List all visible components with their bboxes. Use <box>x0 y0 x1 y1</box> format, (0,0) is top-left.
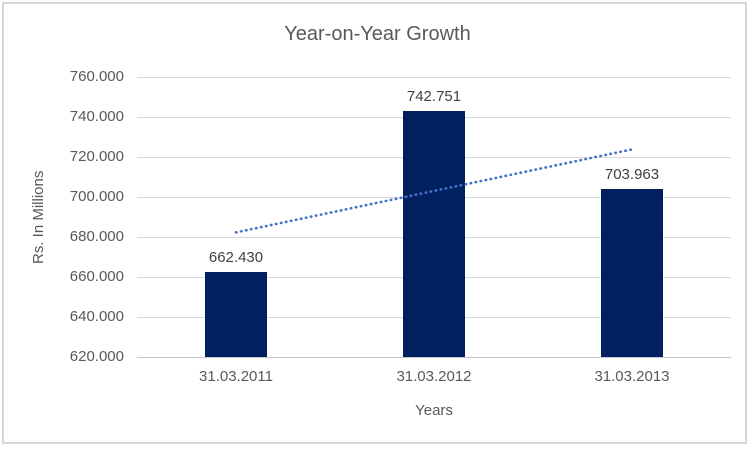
bar-data-label: 742.751 <box>406 88 462 106</box>
y-tick-label: 620.000 <box>69 348 124 365</box>
bar <box>403 111 465 357</box>
chart-title: Year-on-Year Growth <box>284 23 471 45</box>
x-tick-label: 31.03.2013 <box>594 368 670 385</box>
y-tick-label: 660.000 <box>69 268 124 285</box>
x-tick-label: 31.03.2012 <box>396 368 472 385</box>
x-axis-title: Years <box>415 402 453 419</box>
x-axis-line <box>137 356 731 358</box>
y-tick-label: 680.000 <box>69 228 124 245</box>
gridline <box>137 76 731 78</box>
bar-data-label: 703.963 <box>604 166 660 184</box>
y-tick-label: 760.000 <box>69 68 124 85</box>
y-tick-label: 700.000 <box>69 188 124 205</box>
bar <box>205 272 267 357</box>
y-tick-label: 740.000 <box>69 108 124 125</box>
y-tick-label: 720.000 <box>69 148 124 165</box>
chart-border <box>2 2 747 444</box>
x-tick-label: 31.03.2011 <box>199 368 273 385</box>
bar <box>601 189 663 357</box>
bar-data-label: 662.430 <box>208 249 264 267</box>
y-tick-label: 640.000 <box>69 308 124 325</box>
